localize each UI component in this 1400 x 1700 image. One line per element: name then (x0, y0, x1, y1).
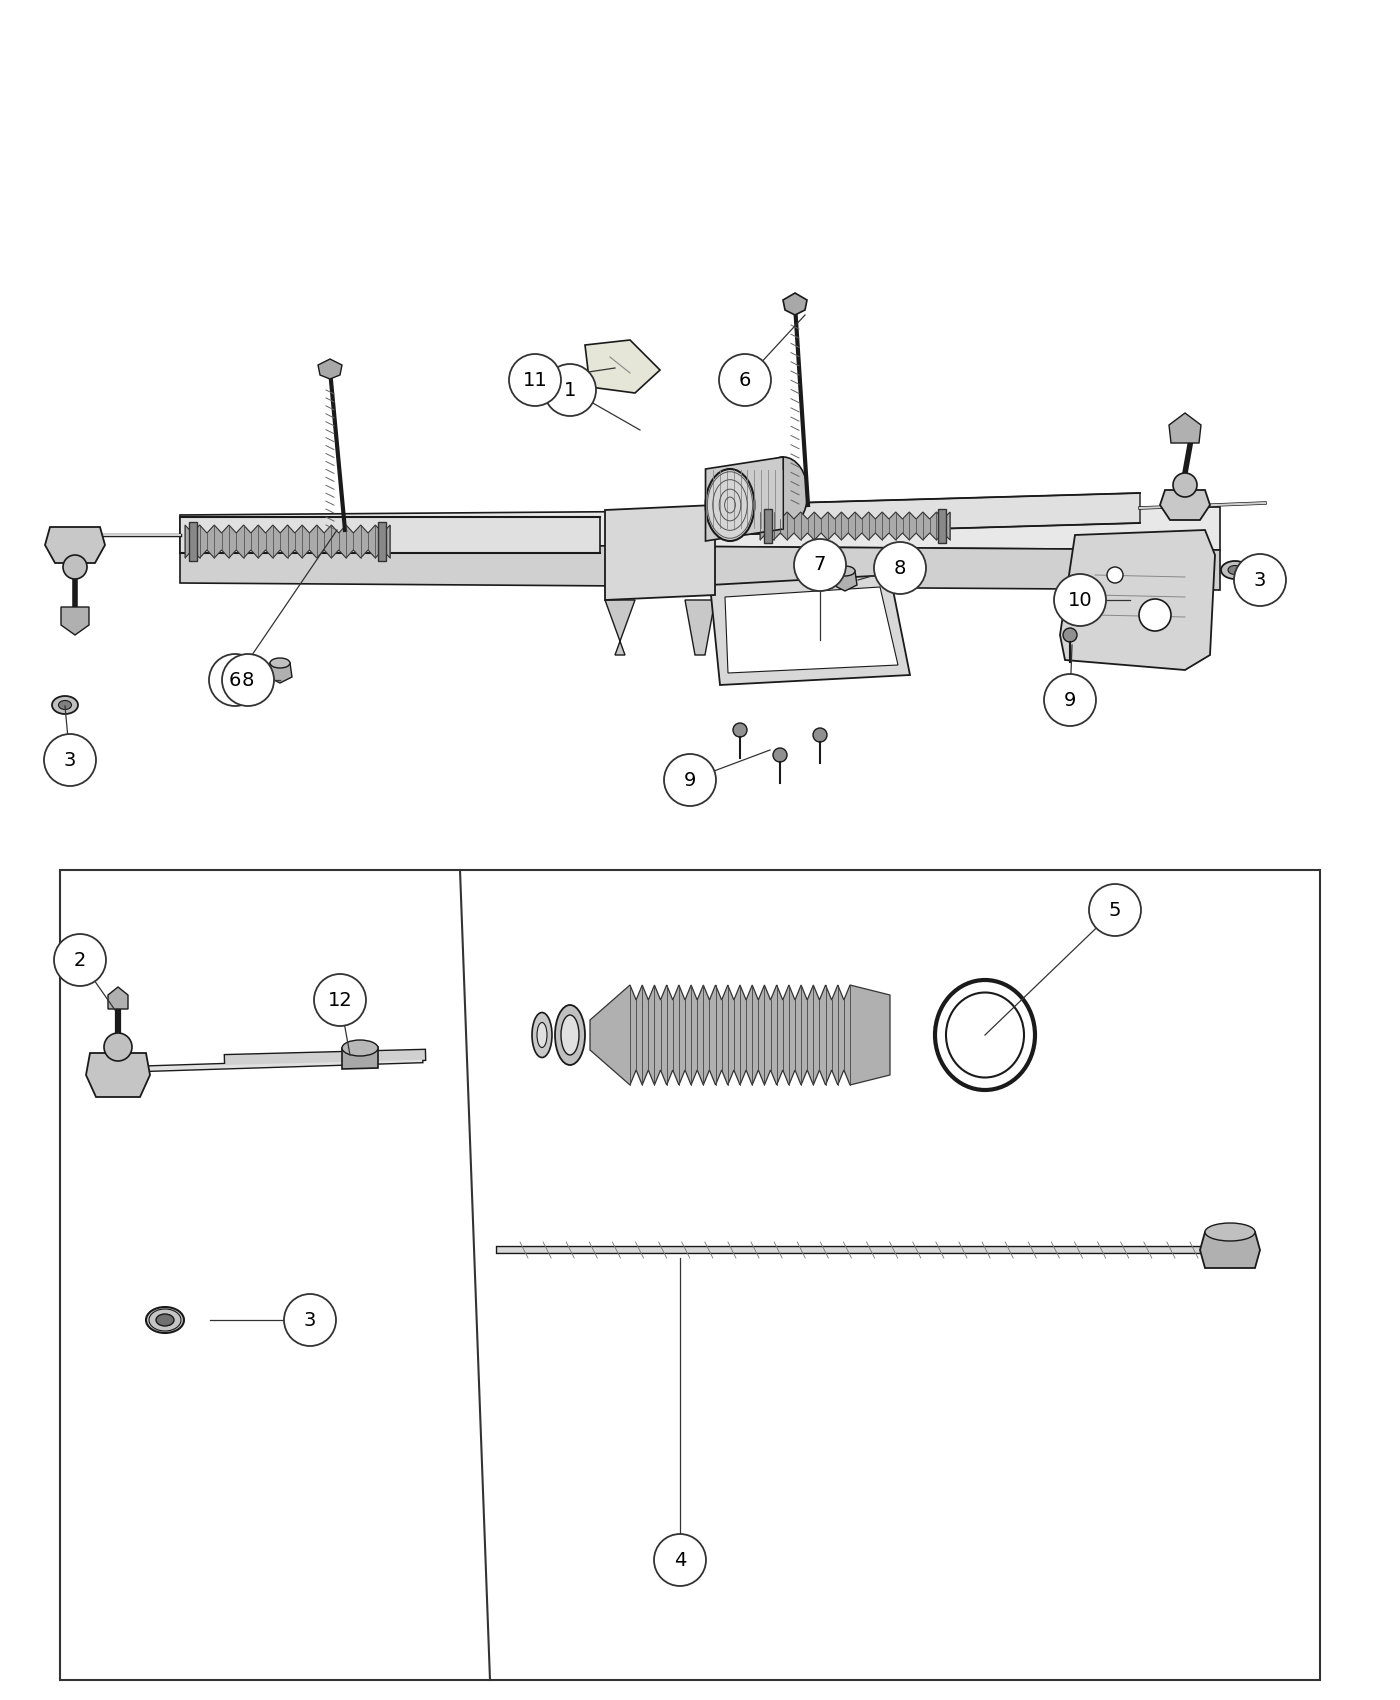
Polygon shape (181, 507, 1219, 551)
Polygon shape (62, 607, 90, 636)
Polygon shape (783, 292, 806, 314)
Circle shape (43, 734, 97, 785)
Polygon shape (585, 340, 659, 393)
Polygon shape (181, 542, 1219, 590)
Ellipse shape (1228, 566, 1242, 575)
Ellipse shape (946, 993, 1023, 1078)
Ellipse shape (532, 1013, 552, 1057)
Bar (938, 508, 946, 542)
Polygon shape (1161, 490, 1210, 520)
Circle shape (813, 728, 827, 741)
Polygon shape (318, 359, 342, 379)
Circle shape (104, 1034, 132, 1061)
Text: 9: 9 (683, 770, 696, 789)
Text: 10: 10 (1068, 590, 1092, 610)
Circle shape (1089, 884, 1141, 937)
Polygon shape (760, 512, 951, 541)
Bar (378, 522, 386, 561)
Text: 2: 2 (74, 950, 87, 969)
Polygon shape (45, 527, 105, 563)
Ellipse shape (1221, 561, 1249, 580)
Text: 11: 11 (522, 371, 547, 389)
Text: 4: 4 (673, 1550, 686, 1569)
Ellipse shape (834, 566, 855, 576)
Polygon shape (706, 457, 783, 541)
Circle shape (209, 654, 260, 706)
Text: 6: 6 (739, 371, 752, 389)
Text: 1: 1 (564, 381, 577, 400)
Bar (189, 522, 197, 561)
Polygon shape (589, 984, 890, 1085)
Circle shape (314, 974, 365, 1027)
Polygon shape (60, 870, 1320, 1680)
Circle shape (1140, 598, 1170, 631)
Circle shape (1107, 568, 1123, 583)
Ellipse shape (1205, 1222, 1254, 1241)
Text: 9: 9 (1064, 690, 1077, 709)
Text: 12: 12 (328, 991, 353, 1010)
Circle shape (1044, 673, 1096, 726)
Polygon shape (185, 525, 391, 558)
Circle shape (284, 1294, 336, 1346)
Circle shape (734, 722, 748, 738)
Ellipse shape (706, 469, 755, 541)
Circle shape (720, 354, 771, 406)
Text: 5: 5 (1109, 901, 1121, 920)
Ellipse shape (561, 1015, 580, 1056)
Text: 3: 3 (64, 750, 76, 770)
Ellipse shape (59, 700, 71, 709)
Circle shape (545, 364, 596, 416)
Polygon shape (833, 571, 857, 592)
Circle shape (654, 1533, 706, 1586)
Polygon shape (1169, 413, 1201, 444)
Ellipse shape (270, 658, 290, 668)
Ellipse shape (342, 1040, 378, 1056)
Polygon shape (108, 988, 127, 1010)
Circle shape (794, 539, 846, 592)
Circle shape (1063, 627, 1077, 643)
Ellipse shape (52, 695, 78, 714)
Circle shape (773, 748, 787, 762)
Polygon shape (685, 600, 715, 655)
Polygon shape (605, 600, 636, 655)
Circle shape (63, 554, 87, 580)
Polygon shape (1200, 1232, 1260, 1268)
Polygon shape (85, 1052, 150, 1096)
Polygon shape (720, 493, 1140, 536)
Text: 3: 3 (1254, 571, 1266, 590)
Polygon shape (605, 505, 715, 600)
Polygon shape (181, 517, 601, 552)
Ellipse shape (554, 1005, 585, 1064)
Text: 8: 8 (242, 670, 255, 690)
Text: 7: 7 (813, 556, 826, 575)
Circle shape (664, 755, 715, 806)
Polygon shape (710, 575, 910, 685)
Ellipse shape (538, 1022, 547, 1047)
Ellipse shape (155, 1314, 174, 1326)
Circle shape (223, 654, 274, 706)
Circle shape (874, 542, 925, 593)
Polygon shape (1060, 530, 1215, 670)
Bar (764, 508, 771, 542)
Ellipse shape (759, 457, 808, 529)
Polygon shape (267, 663, 293, 683)
Ellipse shape (146, 1307, 183, 1333)
Circle shape (1173, 473, 1197, 496)
Text: 3: 3 (304, 1311, 316, 1329)
Circle shape (510, 354, 561, 406)
Ellipse shape (321, 364, 340, 376)
Polygon shape (725, 586, 897, 673)
Polygon shape (342, 1047, 378, 1069)
Text: 6: 6 (228, 670, 241, 690)
Text: 8: 8 (893, 559, 906, 578)
Circle shape (1054, 575, 1106, 626)
Circle shape (1233, 554, 1287, 605)
Circle shape (55, 933, 106, 986)
